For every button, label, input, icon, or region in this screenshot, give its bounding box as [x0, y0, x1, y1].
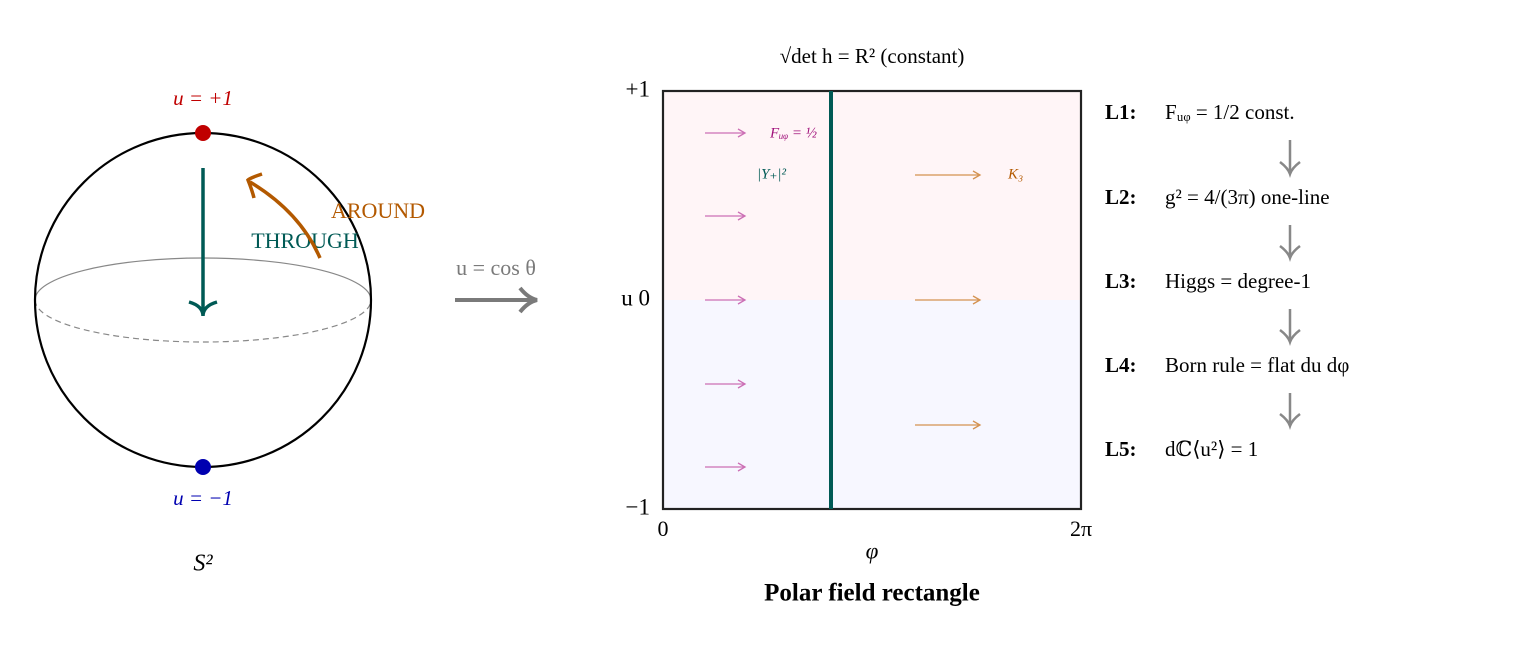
map-arrowhead	[518, 286, 538, 314]
step-text: dℂ⟨u²⟩ = 1	[1165, 437, 1258, 461]
k-label: K₃	[1007, 166, 1023, 182]
step-text: Fᵤᵩ = 1/2 const.	[1165, 100, 1295, 124]
step-label: L1:	[1105, 100, 1137, 124]
y-top: +1	[626, 76, 650, 101]
y-mid: u 0	[621, 285, 650, 310]
rectangle-frame	[661, 89, 1083, 511]
north-pole	[195, 125, 211, 141]
rectangle-title: √det h = R² (constant)	[780, 44, 965, 68]
south-pole	[195, 459, 211, 475]
step-text: Higgs = degree-1	[1165, 269, 1311, 293]
k-arrows	[915, 170, 982, 430]
lower-half	[663, 300, 1081, 509]
y-bottom: −1	[626, 494, 650, 519]
field-label: Fᵤᵩ = ½	[769, 125, 817, 141]
top-label: u = +1	[173, 86, 233, 110]
y-label: |Y₊|²	[757, 166, 787, 182]
upper-half	[663, 91, 1081, 300]
step-label: L5:	[1105, 437, 1137, 461]
through-arrowhead	[188, 300, 218, 317]
x-axis-label: φ	[866, 538, 879, 563]
around-label: AROUND	[331, 198, 425, 223]
field-arrows	[705, 128, 747, 472]
equator-front	[34, 299, 372, 343]
step-label: L2:	[1105, 185, 1137, 209]
step-text: g² = 4/(3π) one-line	[1165, 185, 1330, 209]
x-right: 2π	[1070, 516, 1092, 541]
x-left: 0	[658, 516, 669, 541]
around-arrowhead	[245, 172, 263, 199]
step-label: L3:	[1105, 269, 1137, 293]
around-arrow	[249, 180, 322, 259]
map-label: u = cos θ	[456, 255, 536, 280]
bottom-label: u = −1	[173, 486, 233, 510]
step-arrows	[1279, 140, 1301, 430]
sphere-caption: S²	[193, 551, 213, 577]
step-text: Born rule = flat du dφ	[1165, 353, 1349, 377]
rectangle-caption: Polar field rectangle	[764, 580, 980, 607]
step-label: L4:	[1105, 353, 1137, 377]
steps: L1: Fᵤᵩ = 1/2 const. L2: g² = 4/(3π) one…	[1105, 100, 1349, 461]
